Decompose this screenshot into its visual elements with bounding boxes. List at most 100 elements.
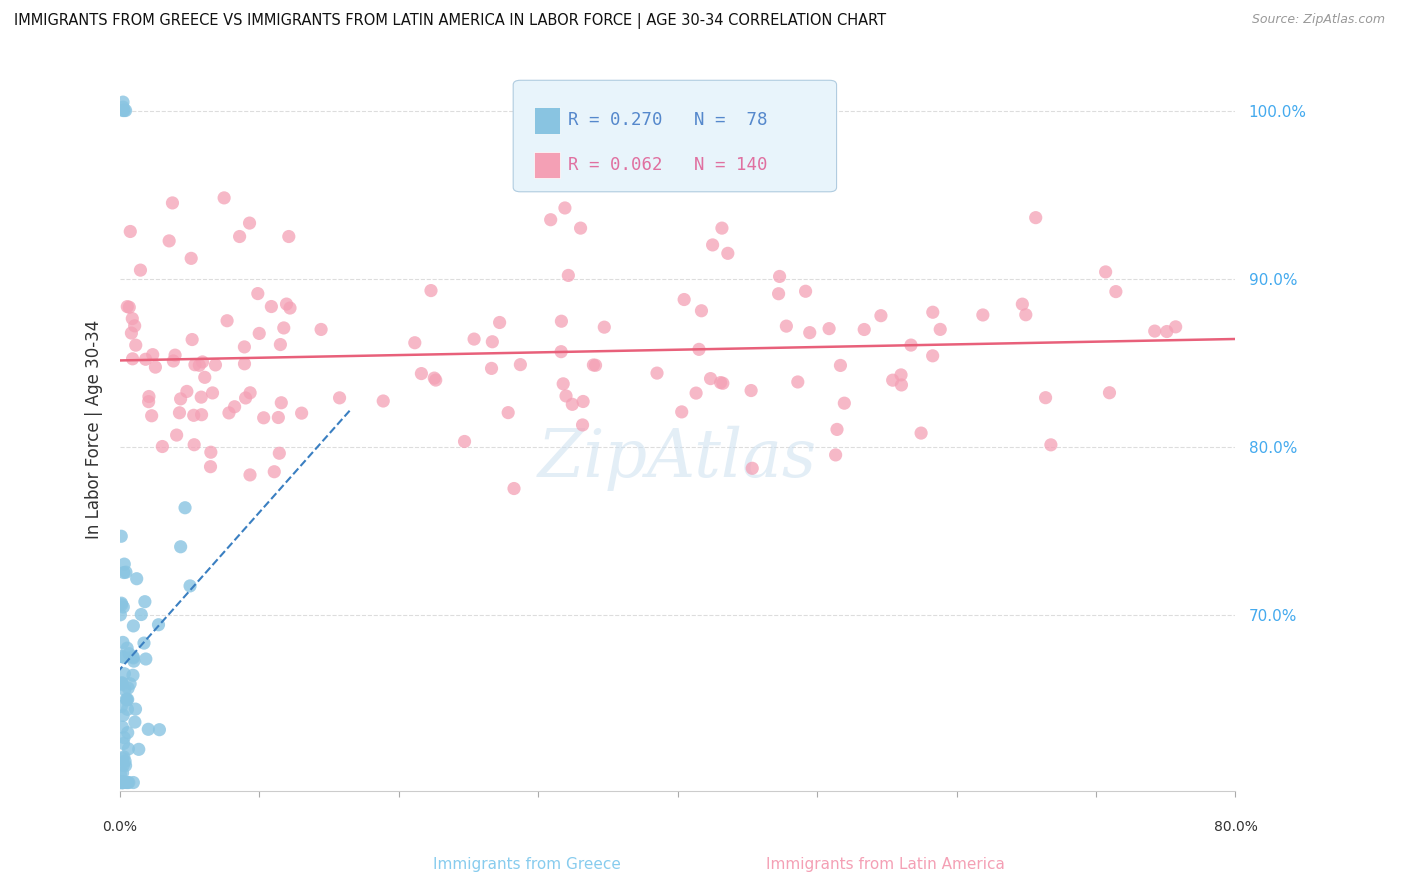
Point: [112, 557, 135, 571]
Point: [235, 391, 257, 405]
Point: [112, 774, 135, 789]
Point: [824, 448, 846, 462]
Point: [585, 359, 607, 373]
Point: [554, 201, 576, 215]
Point: [169, 392, 191, 406]
Point: [115, 693, 138, 707]
Point: [124, 714, 146, 729]
Point: [1025, 211, 1047, 225]
Point: [218, 406, 240, 420]
Point: [1156, 325, 1178, 339]
Point: [1143, 324, 1166, 338]
Point: [1105, 285, 1128, 299]
Point: [818, 321, 841, 335]
Point: [117, 702, 139, 716]
Point: [112, 100, 135, 114]
Point: [741, 461, 763, 475]
Point: [910, 426, 932, 441]
Point: [114, 682, 136, 697]
Point: [117, 775, 139, 789]
Point: [671, 405, 693, 419]
Point: [329, 391, 352, 405]
Point: [174, 500, 197, 515]
Point: [110, 775, 132, 789]
Point: [150, 440, 173, 454]
Point: [890, 368, 912, 382]
Point: [194, 370, 217, 384]
Point: [145, 360, 167, 375]
Point: [112, 737, 135, 751]
Point: [496, 406, 519, 420]
Point: [463, 332, 485, 346]
Point: [110, 529, 132, 543]
Point: [309, 322, 332, 336]
Point: [555, 389, 578, 403]
Point: [111, 775, 134, 789]
Point: [180, 252, 202, 266]
Point: [112, 708, 135, 723]
Point: [148, 617, 170, 632]
Point: [115, 775, 138, 789]
Point: [136, 723, 159, 737]
Y-axis label: In Labor Force | Age 30-34: In Labor Force | Age 30-34: [86, 320, 103, 540]
Point: [423, 371, 446, 385]
Point: [690, 303, 713, 318]
Point: [110, 677, 132, 691]
Point: [890, 378, 912, 392]
Point: [200, 459, 222, 474]
Point: [775, 319, 797, 334]
Point: [200, 445, 222, 459]
Point: [593, 320, 616, 334]
Point: [572, 394, 595, 409]
Point: [224, 400, 246, 414]
Point: [110, 596, 132, 610]
Point: [929, 322, 952, 336]
Point: [118, 647, 141, 661]
Point: [711, 376, 734, 391]
Point: [233, 357, 256, 371]
Point: [1011, 297, 1033, 311]
Text: R = 0.062   N = 140: R = 0.062 N = 140: [568, 156, 768, 174]
Point: [125, 572, 148, 586]
Point: [124, 318, 146, 333]
Point: [157, 234, 180, 248]
Point: [111, 598, 134, 612]
Point: [794, 285, 817, 299]
Point: [112, 650, 135, 665]
Point: [270, 396, 292, 410]
Point: [176, 384, 198, 399]
Point: [1164, 319, 1187, 334]
Point: [135, 652, 157, 666]
Point: [540, 212, 562, 227]
Point: [118, 300, 141, 314]
Point: [111, 775, 134, 789]
Point: [110, 775, 132, 789]
Point: [768, 286, 790, 301]
Point: [111, 103, 134, 118]
Point: [673, 293, 696, 307]
Point: [557, 268, 579, 283]
Point: [550, 344, 572, 359]
Point: [122, 651, 145, 665]
Point: [183, 438, 205, 452]
Point: [122, 668, 145, 682]
Point: [834, 396, 856, 410]
Point: [425, 373, 447, 387]
Point: [134, 595, 156, 609]
Text: Immigrants from Latin America: Immigrants from Latin America: [766, 857, 1005, 872]
Point: [1094, 265, 1116, 279]
Point: [122, 654, 145, 668]
Point: [645, 366, 668, 380]
Point: [111, 775, 134, 789]
Point: [117, 725, 139, 739]
Point: [165, 348, 187, 362]
Point: [853, 322, 876, 336]
Point: [112, 750, 135, 764]
Point: [550, 314, 572, 328]
Point: [112, 666, 135, 681]
Point: [135, 352, 157, 367]
Point: [122, 775, 145, 789]
Point: [685, 386, 707, 401]
Text: 0.0%: 0.0%: [103, 820, 138, 834]
Point: [278, 301, 301, 315]
